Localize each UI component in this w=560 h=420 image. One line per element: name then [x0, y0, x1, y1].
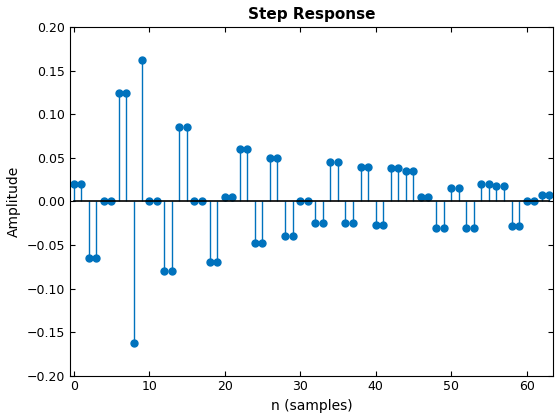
Title: Step Response: Step Response — [248, 7, 375, 22]
Y-axis label: Amplitude: Amplitude — [7, 166, 21, 237]
X-axis label: n (samples): n (samples) — [270, 399, 352, 413]
